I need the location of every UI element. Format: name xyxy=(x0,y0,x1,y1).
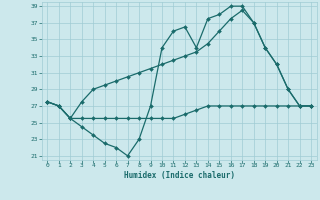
X-axis label: Humidex (Indice chaleur): Humidex (Indice chaleur) xyxy=(124,171,235,180)
